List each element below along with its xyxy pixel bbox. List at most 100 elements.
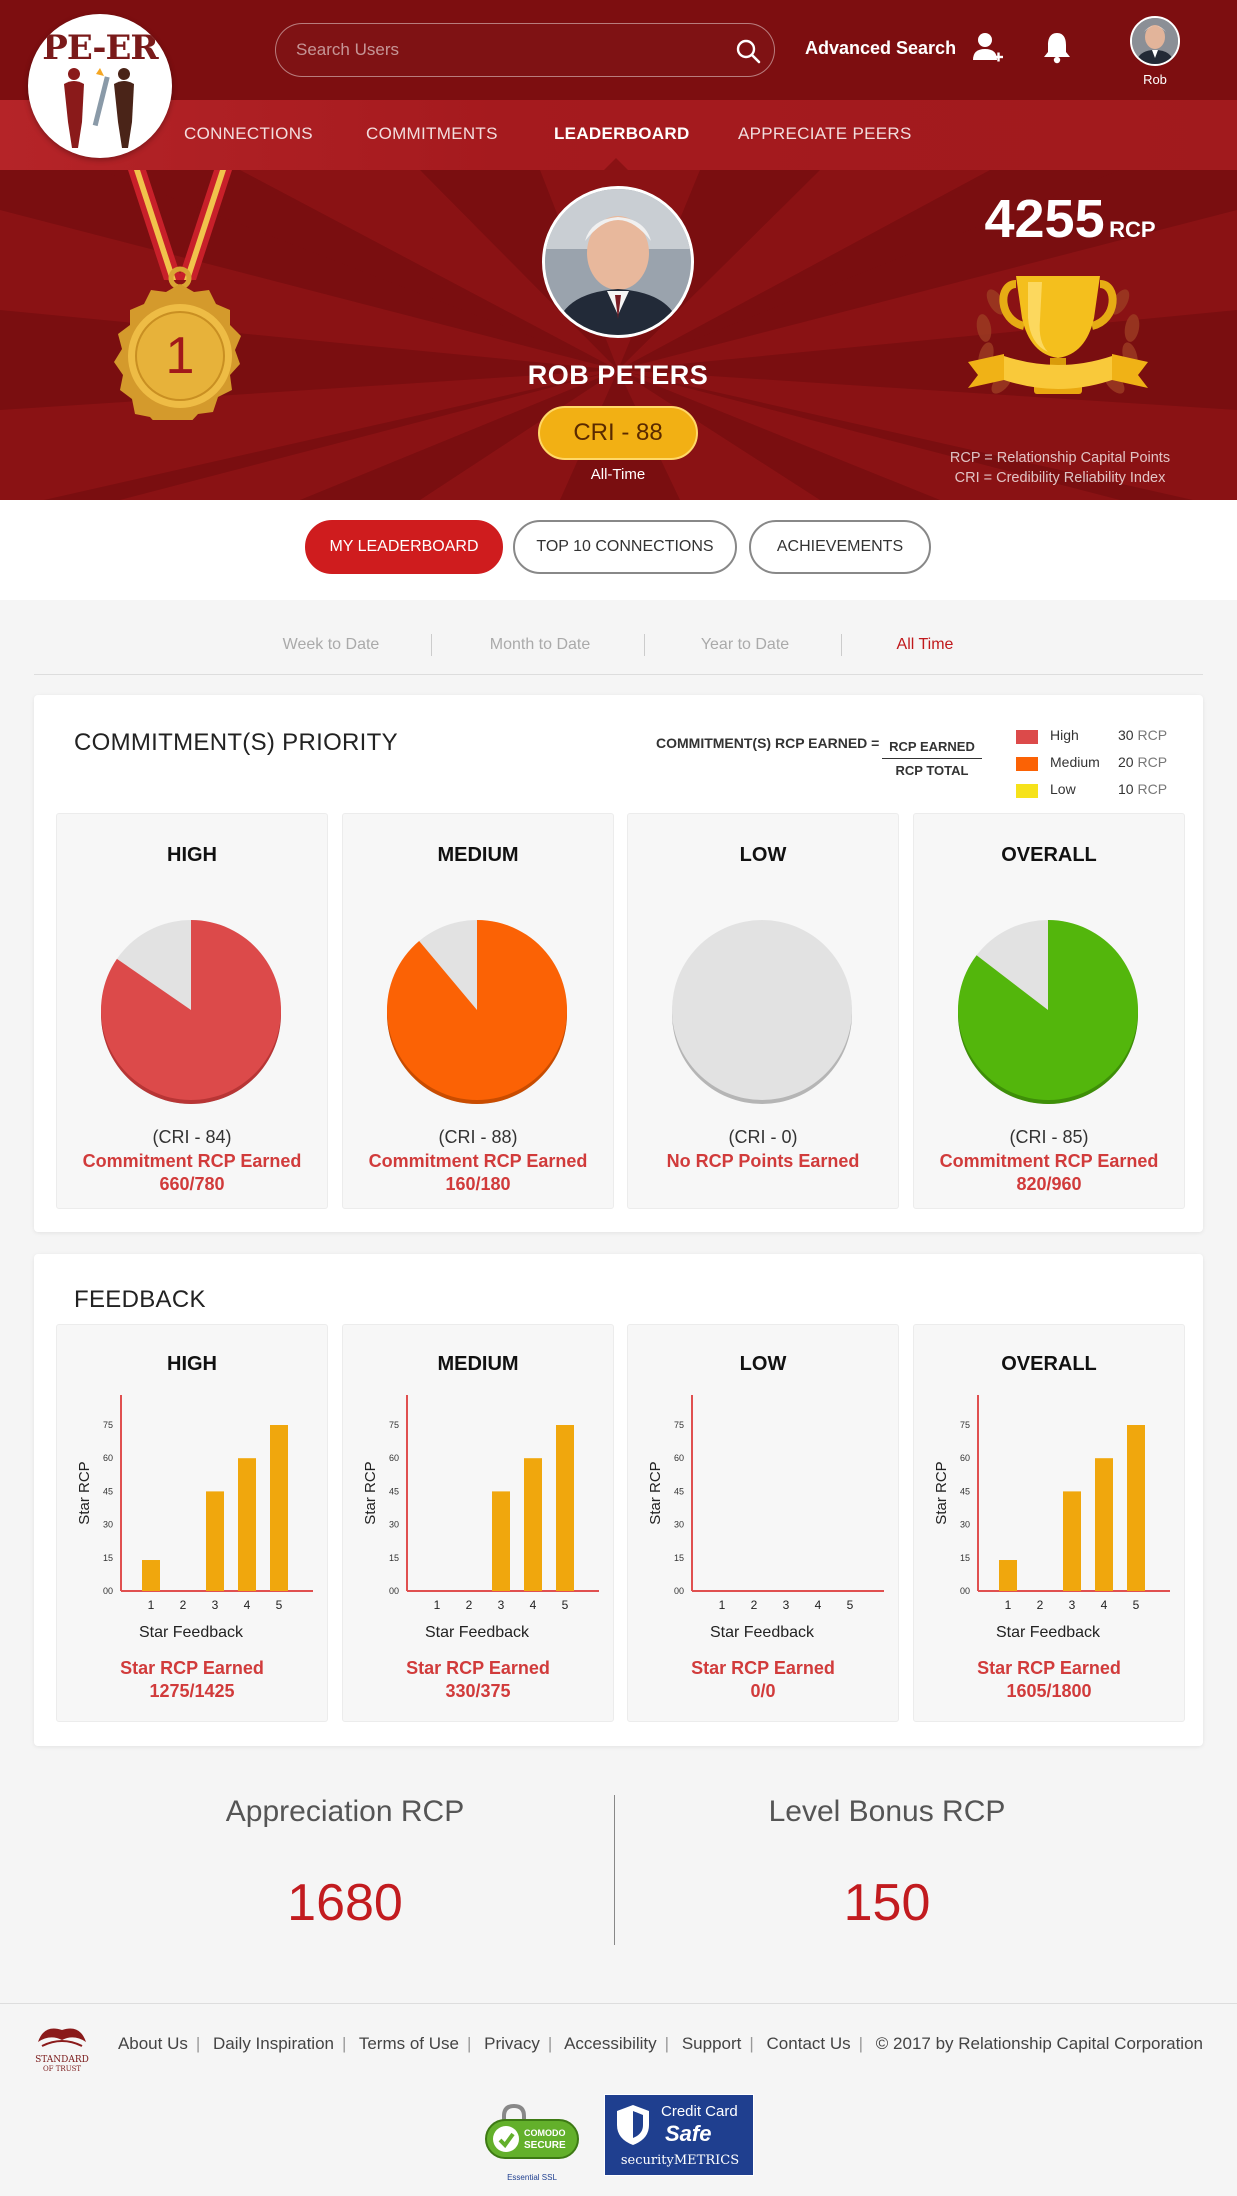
panel-earned-value: 820/960 <box>1016 1174 1082 1194</box>
y-tick-label: 00 <box>960 1586 970 1596</box>
panel-cri: (CRI - 88) <box>438 1127 518 1147</box>
footer-link-terms-of-use[interactable]: Terms of Use <box>358 2034 459 2053</box>
x-axis-label: Star Feedback <box>710 1624 815 1641</box>
level-bonus-rcp-value: 150 <box>843 1874 931 1932</box>
tab-top-10-connections[interactable]: TOP 10 CONNECTIONS <box>513 520 737 574</box>
formula-fraction: RCP EARNED RCP TOTAL <box>882 739 982 778</box>
comodo-brand: COMODO <box>524 2128 566 2138</box>
y-tick-label: 45 <box>389 1486 399 1496</box>
y-tick-label: 60 <box>960 1453 970 1463</box>
standard-of-trust-logo[interactable]: STANDARD OF TRUST <box>34 2020 90 2073</box>
x-tick-label: 4 <box>815 1598 822 1612</box>
y-axis-label: Star RCP <box>933 1461 950 1524</box>
appreciation-rcp-label: Appreciation RCP <box>225 1795 465 1828</box>
bar <box>238 1458 256 1591</box>
footer-link-accessibility[interactable]: Accessibility <box>564 2034 657 2053</box>
panel-title: OVERALL <box>1001 1353 1097 1375</box>
security-metrics-badge[interactable]: Credit Card Safe securityMETRICS <box>604 2094 754 2176</box>
bar <box>1095 1458 1113 1591</box>
y-tick-label: 60 <box>389 1453 399 1463</box>
x-axis-label: Star Feedback <box>996 1624 1101 1641</box>
legend-unit: RCP <box>1137 727 1168 743</box>
add-user-icon[interactable] <box>972 30 1004 64</box>
x-tick-label: 5 <box>562 1598 569 1612</box>
y-tick-label: 15 <box>960 1553 970 1563</box>
footer-link-about-us[interactable]: About Us <box>117 2034 188 2053</box>
user-avatar[interactable] <box>1130 16 1180 66</box>
comodo-lock-icon <box>485 2103 579 2159</box>
comodo-essential-ssl: Essential SSL <box>507 2173 557 2182</box>
y-tick-label: 30 <box>674 1520 684 1530</box>
y-tick-label: 75 <box>389 1420 399 1430</box>
x-tick-label: 2 <box>466 1598 473 1612</box>
legend-unit: RCP <box>1137 781 1168 797</box>
y-tick-label: 15 <box>674 1553 684 1563</box>
panel-earned-label: Commitment RCP Earned <box>368 1151 588 1171</box>
x-tick-label: 4 <box>244 1598 251 1612</box>
footer-link-daily-inspiration[interactable]: Daily Inspiration <box>213 2034 334 2053</box>
notification-bell-icon[interactable] <box>1042 30 1072 64</box>
nav-connections[interactable]: CONNECTIONS <box>184 124 313 143</box>
legend-unit: RCP <box>1137 754 1168 770</box>
panel-earned-label: Star RCP Earned <box>977 1658 1121 1678</box>
legend-medium-value: 20 <box>1118 754 1134 770</box>
tab-achievements[interactable]: ACHIEVEMENTS <box>749 520 931 574</box>
safe-text: Safe <box>665 2121 712 2146</box>
period-month-to-date[interactable]: Month to Date <box>489 636 591 653</box>
tab-my-leaderboard[interactable]: MY LEADERBOARD <box>305 520 503 574</box>
search-box[interactable] <box>275 23 775 77</box>
credit-card-text: Credit Card <box>661 2103 738 2120</box>
formula-label: COMMITMENT(S) RCP EARNED = <box>656 735 880 751</box>
period-divider <box>644 634 645 656</box>
panel-cri: (CRI - 85) <box>1009 1127 1089 1147</box>
nav-appreciate-peers[interactable]: APPRECIATE PEERS <box>738 124 912 143</box>
footer-link-contact-us[interactable]: Contact Us <box>766 2034 851 2053</box>
panel-title: MEDIUM <box>437 1353 519 1375</box>
period-divider <box>841 634 842 656</box>
footer-links: About Us | Daily Inspiration | Terms of Us… <box>117 2034 1203 2053</box>
legend-low-label: Low <box>1050 781 1076 797</box>
panel-earned-value: 0/0 <box>750 1681 776 1701</box>
search-input[interactable] <box>296 40 716 60</box>
y-tick-label: 60 <box>103 1453 113 1463</box>
header: Advanced Search Rob CONNECTIONS COMMITME… <box>0 0 1237 170</box>
peer-logo[interactable]: PE-ER <box>28 14 172 158</box>
x-axis-label: Star Feedback <box>425 1624 530 1641</box>
comodo-secure-text: SECURE <box>524 2140 566 2151</box>
panel-earned-label: Star RCP Earned <box>120 1658 264 1678</box>
nav-leaderboard[interactable]: LEADERBOARD <box>554 124 690 143</box>
nav-commitments[interactable]: COMMITMENTS <box>366 124 498 143</box>
total-rcp-value: 4255 <box>984 189 1105 249</box>
period-filter: Week to Date Month to Date Year to Date … <box>0 600 1237 680</box>
x-axis-label: Star Feedback <box>139 1624 244 1641</box>
commitment-panel-overall: OVERALL (CRI - 85) Commitment RCP Earned… <box>913 813 1185 1209</box>
period-week-to-date[interactable]: Week to Date <box>282 636 380 653</box>
period-all-time[interactable]: All Time <box>896 636 954 653</box>
panel-earned-value: 660/780 <box>159 1174 225 1194</box>
bar <box>999 1560 1017 1591</box>
y-tick-label: 00 <box>389 1586 399 1596</box>
x-tick-label: 4 <box>530 1598 537 1612</box>
cri-badge: CRI - 88 <box>538 406 698 460</box>
trophy-icon <box>968 276 1148 394</box>
pie-chart-low <box>672 920 852 1104</box>
footer-link-privacy[interactable]: Privacy <box>484 2034 540 2053</box>
y-tick-label: 45 <box>960 1486 970 1496</box>
comodo-secure-badge[interactable]: COMODO SECURE Essential SSL <box>484 2103 580 2182</box>
legend-high-label: High <box>1050 727 1079 743</box>
search-icon[interactable] <box>734 37 762 65</box>
period-year-to-date[interactable]: Year to Date <box>700 636 790 653</box>
y-tick-label: 75 <box>674 1420 684 1430</box>
y-axis-label: Star RCP <box>76 1461 93 1524</box>
panel-title: LOW <box>739 844 787 866</box>
y-tick-label: 45 <box>103 1486 113 1496</box>
top-bar: Advanced Search Rob <box>0 0 1237 100</box>
footer-link-support[interactable]: Support <box>681 2034 742 2053</box>
pie-chart-medium <box>387 920 567 1104</box>
advanced-search-link[interactable]: Advanced Search <box>805 38 957 58</box>
x-tick-label: 1 <box>434 1598 441 1612</box>
panel-cri: (CRI - 84) <box>152 1127 232 1147</box>
formula-numerator: RCP EARNED <box>889 739 975 754</box>
bar <box>270 1425 288 1591</box>
